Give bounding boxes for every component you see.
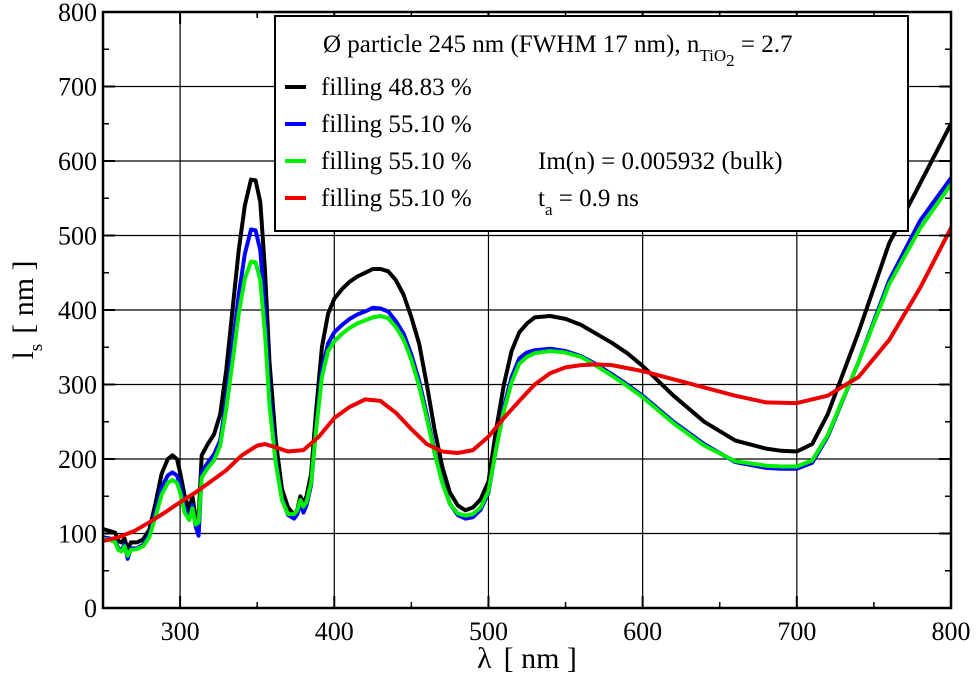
- y-tick-label: 700: [58, 73, 97, 102]
- legend-entries: filling 48.83 %filling 55.10 %filling 55…: [285, 74, 783, 219]
- series-line-3: [103, 182, 951, 558]
- legend-extra: ta = 0.9 ns: [538, 185, 639, 219]
- x-tick-label: 600: [623, 617, 662, 646]
- legend: Ø particle 245 nm (FWHM 17 nm), nTiO2 = …: [274, 15, 909, 232]
- y-tick-label: 600: [58, 147, 97, 176]
- x-axis-unit: [ nm ]: [504, 642, 577, 675]
- x-tick-label: 500: [469, 617, 508, 646]
- legend-label: filling 55.10 %: [321, 148, 472, 175]
- y-axis-title: ls [ nm ]: [7, 260, 47, 359]
- legend-label: filling 55.10 %: [321, 185, 472, 212]
- legend-box: [274, 15, 909, 232]
- series-line-1: [103, 121, 951, 552]
- legend-label: filling 55.10 %: [321, 111, 472, 138]
- legend-title: Ø particle 245 nm (FWHM 17 nm), nTiO2 = …: [323, 31, 793, 70]
- y-tick-label: 300: [58, 371, 97, 400]
- x-axis-symbol: λ: [477, 642, 492, 675]
- y-tick-label: 200: [58, 445, 97, 474]
- y-tick-label: 500: [58, 222, 97, 251]
- x-tick-label: 700: [777, 617, 816, 646]
- y-tick-label: 800: [58, 0, 97, 27]
- x-tick-label: 300: [161, 617, 200, 646]
- legend-extra: Im(n) = 0.005932 (bulk): [538, 148, 783, 175]
- y-tick-label: 0: [84, 594, 97, 623]
- x-axis-title: λ [ nm ]: [477, 642, 577, 675]
- legend-label: filling 48.83 %: [321, 74, 472, 101]
- tick-labels: 300 400 500 600 700 800 0 100 200 300 400 500 600 700…: [58, 0, 971, 646]
- x-tick-label: 400: [315, 617, 354, 646]
- y-tick-label: 400: [58, 296, 97, 325]
- y-axis-subscript: s: [26, 344, 47, 351]
- series-layer: [103, 121, 951, 561]
- legend-entry-2: filling 55.10 %: [285, 111, 472, 138]
- y-axis-unit: [ nm ]: [7, 260, 40, 333]
- y-axis-symbol: l: [7, 351, 40, 359]
- legend-entry-1: filling 48.83 %: [285, 74, 472, 101]
- legend-entry-3: filling 55.10 % Im(n) = 0.005932 (bulk): [285, 148, 783, 175]
- series-line-4: [103, 226, 951, 543]
- x-tick-label: 800: [932, 617, 971, 646]
- y-tick-label: 100: [58, 520, 97, 549]
- legend-entry-4: filling 55.10 % ta = 0.9 ns: [285, 185, 639, 219]
